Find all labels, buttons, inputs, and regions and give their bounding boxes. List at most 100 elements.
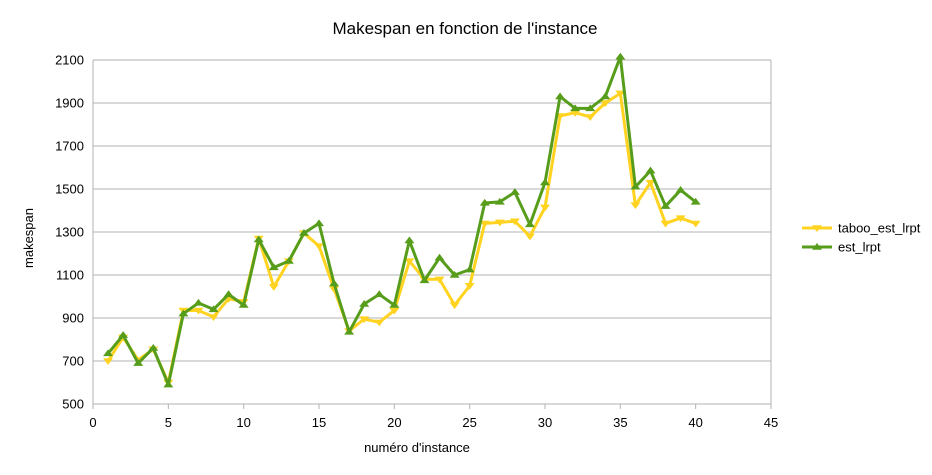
data-point (600, 100, 611, 108)
data-point (178, 309, 189, 317)
data-point (585, 104, 596, 112)
x-tick-label: 40 (688, 415, 702, 430)
data-point (329, 279, 340, 287)
x-tick-label: 30 (538, 415, 552, 430)
data-point (540, 204, 550, 212)
data-point (464, 265, 475, 273)
data-point (630, 202, 641, 210)
legend-swatch-marker (812, 225, 822, 233)
data-point (268, 263, 279, 271)
data-point (163, 380, 174, 388)
data-point (314, 219, 324, 227)
data-point (570, 104, 581, 112)
y-tick-label: 1500 (55, 182, 84, 197)
data-point (690, 197, 701, 205)
data-point (675, 186, 686, 193)
x-tick-label: 25 (462, 415, 476, 430)
data-point (645, 179, 656, 187)
data-point (449, 270, 460, 278)
data-point (434, 276, 445, 284)
data-point (479, 198, 490, 206)
data-point (359, 299, 370, 307)
data-point (509, 218, 520, 226)
data-point (434, 253, 445, 261)
chart-title: Makespan en fonction de l'instance (332, 19, 597, 38)
data-point (540, 178, 550, 186)
data-point (223, 290, 234, 298)
data-point (268, 284, 279, 291)
legend-label: taboo_est_lrpt (838, 221, 921, 236)
data-point (389, 301, 400, 308)
data-point (404, 236, 415, 244)
data-point (374, 319, 385, 327)
series-taboo-est-lrpt (103, 90, 701, 387)
data-point (404, 258, 415, 266)
series-line (106, 55, 697, 387)
data-point (103, 349, 114, 357)
data-point (103, 358, 114, 366)
x-tick-label: 15 (312, 415, 326, 430)
legend-label: est_lrpt (838, 240, 881, 255)
data-point (570, 109, 581, 117)
data-point (600, 92, 611, 100)
data-point (524, 233, 535, 241)
data-point (133, 359, 144, 366)
data-point (585, 114, 596, 122)
data-point (494, 197, 505, 205)
y-tick-label: 700 (62, 354, 84, 369)
data-point (675, 215, 686, 223)
gridlines (92, 59, 772, 409)
x-tick-label: 0 (89, 415, 96, 430)
y-tick-label: 1300 (55, 225, 84, 240)
data-point (494, 219, 505, 227)
x-tick-label: 35 (613, 415, 627, 430)
data-point (253, 235, 264, 243)
data-point (193, 307, 204, 315)
data-point (118, 331, 129, 338)
data-point (464, 283, 475, 290)
y-tick-label: 500 (62, 397, 84, 412)
data-point (359, 316, 370, 324)
legend-item: est_lrpt (802, 240, 881, 255)
data-point (660, 220, 671, 228)
data-point (148, 344, 159, 351)
x-tick-label: 20 (387, 415, 401, 430)
y-tick-label: 1900 (55, 96, 84, 111)
data-point (524, 220, 535, 228)
y-tick-label: 1100 (56, 268, 84, 283)
data-point (193, 298, 204, 306)
data-point (344, 327, 355, 335)
data-point (690, 220, 701, 228)
data-point (660, 202, 671, 209)
legend-item: taboo_est_lrpt (802, 221, 921, 236)
data-point (615, 90, 626, 98)
tick-labels: 500 700 900 1100 1300 1500 1700 1900 2100 0 5 10 15 2… (55, 53, 778, 431)
y-tick-label: 900 (62, 311, 84, 326)
data-point (283, 256, 294, 264)
data-point (374, 290, 385, 298)
y-tick-label: 1700 (55, 139, 84, 154)
series-line (106, 91, 697, 384)
data-point (555, 92, 566, 100)
data-point (314, 243, 324, 251)
x-tick-label: 5 (165, 415, 172, 430)
data-point (389, 307, 400, 315)
y-axis-label: makespan (21, 208, 36, 268)
data-point (419, 276, 430, 284)
data-point (479, 220, 490, 228)
legend-swatch-marker (812, 242, 822, 250)
data-point (238, 301, 249, 308)
data-point (208, 314, 219, 321)
series-layer (103, 52, 701, 388)
y-tick-label: 2100 (55, 53, 84, 68)
data-point (645, 166, 656, 174)
data-point (208, 305, 219, 313)
data-point (298, 229, 309, 236)
data-point (509, 188, 520, 195)
legend: taboo_est_lrpt est_lrpt (802, 221, 921, 255)
x-tick-label: 10 (236, 415, 250, 430)
x-tick-label: 45 (764, 415, 778, 430)
data-point (449, 302, 460, 310)
data-point (615, 52, 626, 60)
